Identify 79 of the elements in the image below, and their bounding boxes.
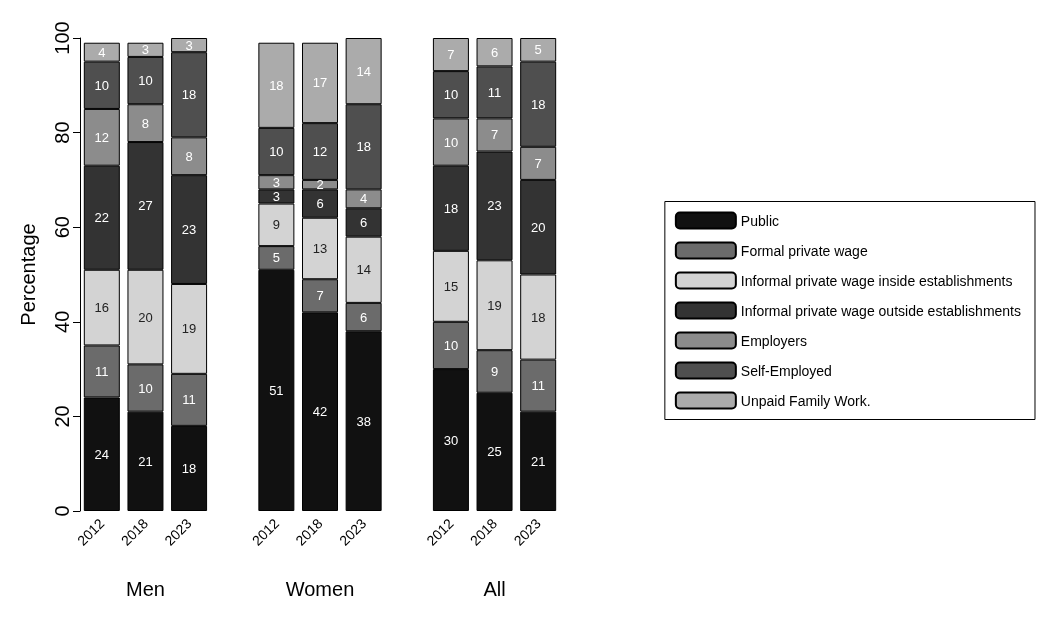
legend-label: Formal private wage — [740, 242, 868, 259]
data-label: 11 — [487, 84, 502, 100]
text: Women — [285, 578, 355, 600]
data-label: 27 — [138, 198, 153, 214]
text: All — [483, 578, 506, 600]
y-tick-label: 100 — [51, 21, 73, 55]
data-label: 7 — [447, 47, 455, 63]
data-label: 11 — [531, 378, 545, 394]
legend-label: Self-Employed — [740, 362, 832, 379]
data-label: 8 — [141, 115, 150, 131]
y-axis-title: Percentage — [17, 223, 39, 326]
data-label: 3 — [185, 37, 193, 53]
data-label: 21 — [138, 453, 153, 469]
data-label: 10 — [443, 337, 459, 353]
y-tick-label: 40 — [51, 310, 73, 333]
data-label: 18 — [443, 200, 459, 216]
data-label: 18 — [181, 460, 197, 476]
data-label: 11 — [182, 392, 196, 408]
data-label: 23 — [487, 198, 502, 214]
text: Men — [126, 578, 165, 600]
data-label: 4 — [360, 191, 368, 207]
data-label: 3 — [272, 174, 280, 190]
data-label: 23 — [181, 222, 197, 238]
y-tick-label: 0 — [51, 505, 73, 517]
data-label: 10 — [443, 134, 459, 150]
data-label: 30 — [443, 432, 459, 448]
data-label: 10 — [94, 77, 110, 93]
data-label: 10 — [443, 87, 459, 103]
data-label: 4 — [98, 44, 106, 60]
data-label: 38 — [356, 413, 371, 429]
data-label: 7 — [534, 155, 542, 171]
data-label: 15 — [443, 278, 459, 294]
data-label: 24 — [94, 446, 110, 462]
data-label: 16 — [94, 300, 110, 316]
data-label: 9 — [490, 363, 499, 379]
y-tick-label: 20 — [51, 405, 73, 428]
data-label: 10 — [138, 73, 153, 89]
data-label: 14 — [356, 262, 371, 278]
legend-label: Employers — [740, 332, 807, 349]
data-label: 10 — [138, 380, 153, 396]
data-label: 17 — [312, 75, 328, 91]
data-label: 6 — [360, 214, 368, 230]
y-tick-label: 60 — [51, 216, 73, 239]
data-label: 18 — [530, 309, 546, 325]
data-label: 18 — [181, 87, 197, 103]
data-label: 5 — [534, 42, 542, 58]
data-label: 14 — [356, 63, 371, 79]
data-label: 18 — [356, 139, 371, 155]
data-label: 3 — [272, 188, 280, 204]
data-label: 12 — [94, 129, 110, 145]
data-label: 25 — [487, 444, 502, 460]
legend-label: Public — [740, 212, 779, 229]
data-label: 8 — [185, 148, 193, 164]
data-label: 10 — [269, 144, 284, 160]
data-label: 6 — [316, 196, 324, 212]
y-tick-label: 80 — [51, 121, 73, 144]
data-label: 5 — [272, 250, 280, 266]
data-label: 9 — [272, 217, 280, 233]
data-label: 20 — [530, 219, 546, 235]
data-label: 7 — [316, 288, 324, 304]
legend-label: Unpaid Family Work. — [740, 392, 871, 409]
data-label: 6 — [360, 309, 368, 325]
legend-label: Informal private wage inside establishments — [740, 272, 1013, 289]
data-label: 20 — [138, 309, 153, 325]
data-label: 6 — [490, 44, 499, 60]
data-label: 42 — [312, 404, 328, 420]
data-label: 18 — [530, 96, 546, 112]
data-label: 12 — [312, 144, 328, 160]
data-label: 22 — [94, 210, 110, 226]
data-label: 19 — [181, 321, 197, 337]
data-label: 13 — [312, 240, 328, 256]
legend-label: Informal private wage outside establishments — [740, 302, 1022, 319]
data-label: 18 — [269, 77, 284, 93]
data-label: 21 — [530, 453, 546, 469]
data-label: 11 — [95, 363, 109, 379]
data-label: 3 — [141, 42, 150, 58]
data-label: 51 — [269, 382, 284, 398]
data-label: 19 — [487, 297, 502, 313]
data-label: 7 — [490, 127, 499, 143]
